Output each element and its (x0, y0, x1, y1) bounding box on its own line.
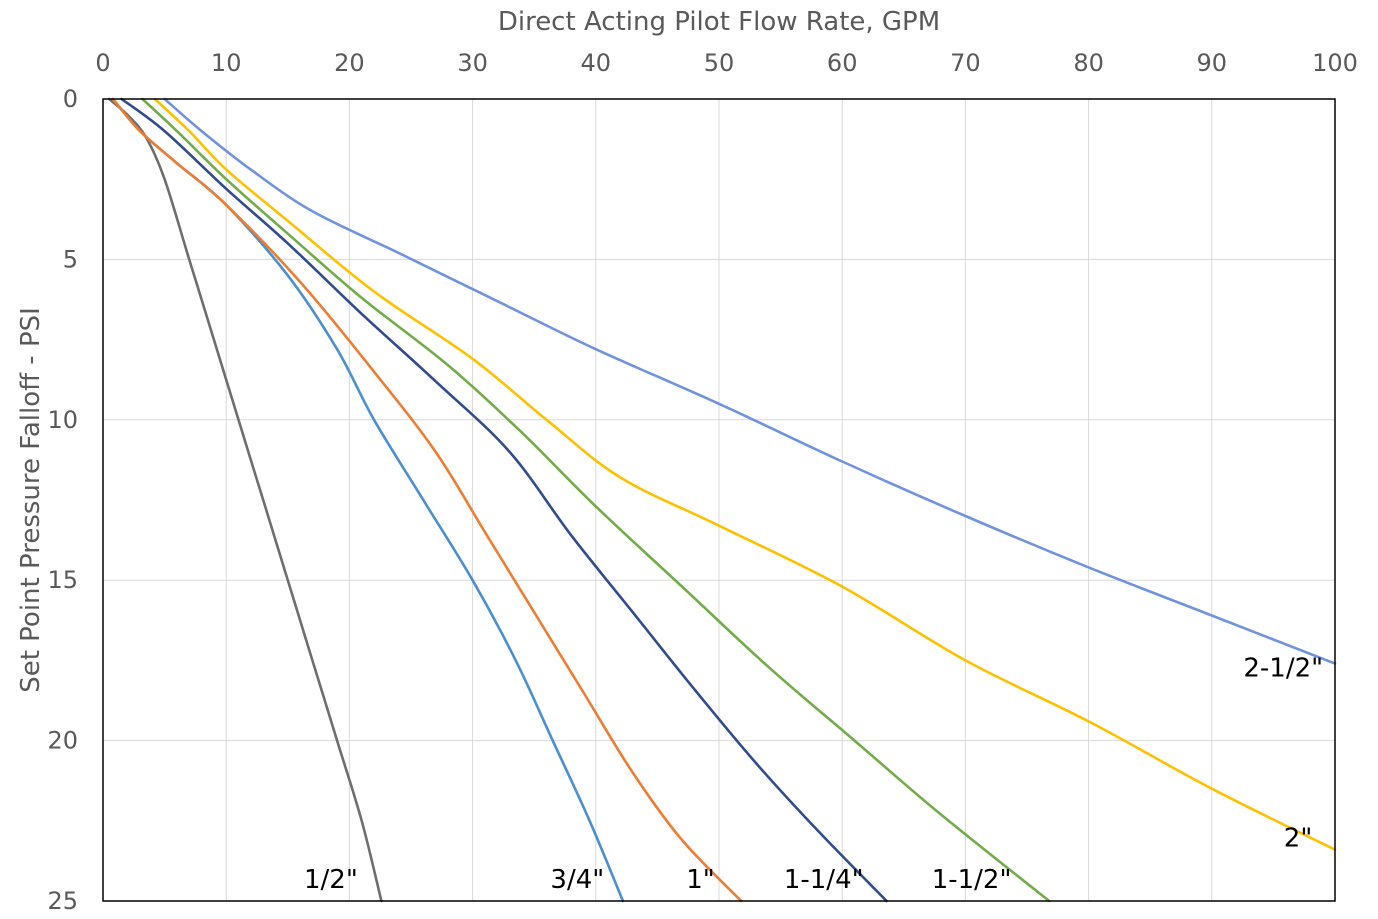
y-tick-label: 25 (47, 887, 78, 915)
series-label: 3/4" (550, 865, 604, 895)
series-line-3 (120, 97, 888, 903)
series-label: 1" (686, 865, 715, 895)
y-tick-labels: 0 5 10 15 20 25 (47, 85, 78, 915)
y-axis-title: Set Point Pressure Falloff - PSI (16, 307, 46, 693)
series-line-6 (163, 97, 1337, 665)
x-tick-labels: 0 10 20 30 40 50 60 70 80 90 100 (95, 49, 1358, 77)
series-label: 1-1/4" (784, 865, 864, 895)
x-axis-title: Direct Acting Pilot Flow Rate, GPM (498, 7, 940, 37)
x-tick-label: 50 (704, 49, 735, 77)
x-tick-label: 100 (1312, 49, 1358, 77)
series-line-0 (107, 97, 383, 903)
x-tick-label: 80 (1073, 49, 1104, 77)
y-tick-label: 0 (63, 85, 78, 113)
x-tick-label: 90 (1197, 49, 1228, 77)
y-tick-label: 5 (63, 245, 78, 273)
series-labels: 1/2" 3/4" 1" 1-1/4" 1-1/2" 2" 2-1/2" (304, 653, 1323, 895)
x-tick-label: 70 (950, 49, 981, 77)
series-line-4 (141, 97, 1051, 903)
plot-area-border (102, 98, 1336, 902)
series-label: 1-1/2" (932, 865, 1012, 895)
series-label: 2" (1284, 823, 1313, 853)
x-tick-label: 40 (581, 49, 612, 77)
series-line-2 (111, 97, 743, 903)
y-tick-label: 10 (47, 406, 78, 434)
series-label: 1/2" (304, 865, 358, 895)
x-tick-label: 10 (211, 49, 242, 77)
y-tick-label: 20 (47, 727, 78, 755)
x-tick-label: 0 (95, 49, 110, 77)
y-tick-label: 15 (47, 566, 78, 594)
series-group (107, 97, 1337, 903)
x-tick-label: 20 (334, 49, 365, 77)
series-label: 2-1/2" (1243, 653, 1323, 683)
series-line-5 (153, 97, 1337, 851)
x-tick-label: 60 (827, 49, 858, 77)
x-tick-label: 30 (457, 49, 488, 77)
